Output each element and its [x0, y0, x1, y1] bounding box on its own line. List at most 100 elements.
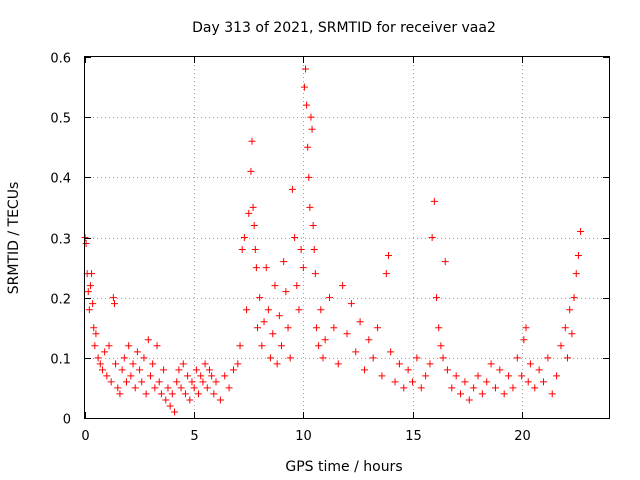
data-point [273, 360, 281, 368]
data-point [553, 372, 561, 380]
data-point [247, 167, 255, 175]
data-point [264, 306, 272, 314]
data-point [491, 384, 499, 392]
data-point [140, 354, 148, 362]
data-point [253, 324, 261, 332]
data-point [310, 246, 318, 254]
data-point [118, 366, 126, 374]
y-tick-labels: 0 0.1 0.2 0.3 0.4 0.5 0.6 [50, 52, 71, 428]
data-point [275, 312, 283, 320]
data-point [205, 366, 213, 374]
data-point [252, 264, 260, 272]
data-point [352, 348, 360, 356]
data-point [125, 342, 133, 350]
y-tick-label: 0 [63, 413, 71, 428]
data-point [278, 342, 285, 350]
data-point [500, 390, 508, 398]
data-point [179, 360, 187, 368]
data-point [295, 306, 303, 314]
data-point [114, 384, 122, 392]
data-point [173, 378, 181, 386]
data-point [250, 221, 258, 229]
data-point [461, 378, 469, 386]
data-point [478, 390, 486, 398]
grid-lines [85, 57, 609, 418]
data-point [566, 306, 574, 314]
data-point [561, 324, 569, 332]
data-point [262, 264, 270, 272]
data-point [435, 324, 443, 332]
data-point [312, 324, 320, 332]
data-point [520, 336, 528, 344]
data-point [186, 396, 194, 404]
y-tick-label: 0.2 [50, 293, 71, 308]
data-point [236, 342, 244, 350]
data-point [101, 348, 109, 356]
data-point [568, 330, 576, 338]
data-point [297, 246, 305, 254]
data-point [112, 360, 120, 368]
data-point [144, 336, 152, 344]
data-point [347, 300, 355, 308]
data-point [356, 318, 364, 326]
data-point [437, 342, 445, 350]
data-point [138, 378, 146, 386]
data-point [387, 348, 395, 356]
data-point [544, 354, 552, 362]
data-point [155, 378, 163, 386]
data-point [129, 360, 137, 368]
data-point [267, 354, 275, 362]
data-point [577, 227, 585, 235]
data-point [142, 390, 150, 398]
data-point [90, 324, 98, 332]
data-point [374, 324, 382, 332]
data-point [288, 185, 296, 193]
data-point [86, 282, 94, 290]
data-point [162, 396, 170, 404]
data-point [96, 360, 104, 368]
data-point [201, 360, 209, 368]
data-point [535, 366, 543, 374]
data-point [92, 330, 100, 338]
data-point [404, 366, 412, 374]
data-point [452, 372, 460, 380]
data-point [175, 366, 183, 374]
data-point [531, 384, 539, 392]
data-point [84, 288, 92, 296]
data-point [526, 360, 534, 368]
data-point [304, 143, 312, 151]
data-point [382, 270, 390, 278]
data-point [505, 372, 513, 380]
data-point [147, 372, 154, 380]
data-point [570, 294, 578, 302]
data-point [153, 342, 161, 350]
data-point [334, 360, 342, 368]
data-point [426, 360, 434, 368]
data-point [240, 234, 248, 241]
data-point [457, 390, 465, 398]
data-point [465, 396, 473, 404]
data-point [225, 384, 233, 392]
data-point [286, 354, 294, 362]
data-point [395, 360, 403, 368]
data-point [441, 258, 449, 266]
x-axis-title: GPS time / hours [285, 459, 402, 475]
data-point [271, 282, 279, 290]
data-point [105, 342, 113, 350]
data-point [181, 390, 189, 398]
data-point [166, 402, 174, 410]
data-point [360, 366, 368, 374]
data-point [518, 372, 526, 380]
data-point [343, 330, 351, 338]
data-point [496, 366, 504, 374]
data-point [487, 360, 495, 368]
data-point [564, 354, 572, 362]
data-point [203, 384, 211, 392]
data-point [171, 408, 179, 416]
data-point [109, 294, 117, 302]
data-point [149, 360, 157, 368]
data-point [443, 366, 451, 374]
data-point [365, 336, 373, 344]
data-point [557, 342, 565, 350]
data-point [483, 378, 491, 386]
